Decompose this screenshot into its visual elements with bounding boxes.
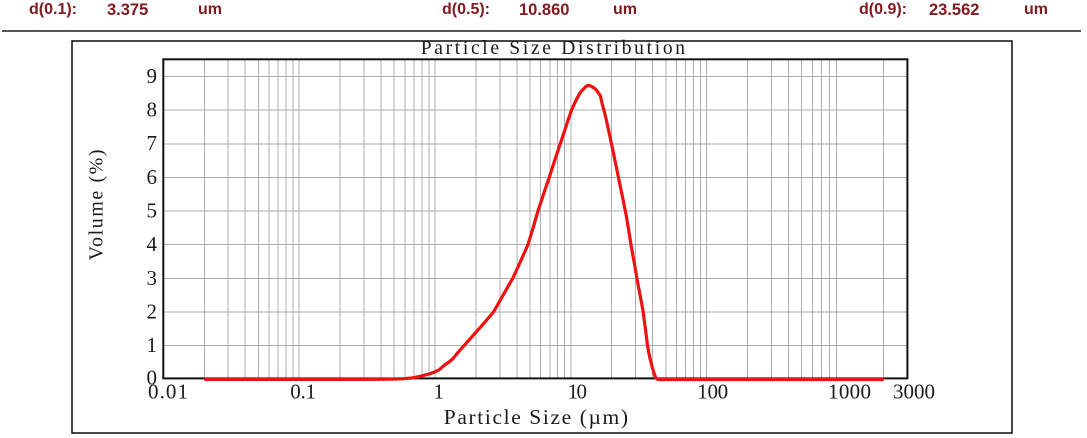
svg-text:9: 9 — [147, 64, 158, 88]
svg-text:7: 7 — [147, 131, 158, 155]
svg-text:4: 4 — [147, 232, 158, 256]
svg-text:5: 5 — [147, 199, 158, 223]
svg-text:2: 2 — [147, 300, 158, 324]
svg-text:100: 100 — [697, 380, 728, 404]
svg-text:1: 1 — [147, 333, 158, 357]
svg-text:10: 10 — [568, 380, 587, 404]
svg-text:1: 1 — [433, 380, 444, 404]
svg-text:1000: 1000 — [828, 380, 871, 404]
svg-text:0: 0 — [147, 365, 158, 389]
svg-text:8: 8 — [147, 98, 158, 122]
svg-text:0.01: 0.01 — [148, 380, 188, 404]
svg-text:Particle Size (µm): Particle Size (µm) — [444, 405, 628, 429]
svg-text:3000: 3000 — [893, 380, 935, 404]
svg-text:0.1: 0.1 — [290, 380, 316, 404]
svg-text:3: 3 — [147, 266, 158, 290]
svg-text:6: 6 — [147, 165, 158, 189]
svg-text:Volume (%): Volume (%) — [86, 149, 108, 260]
